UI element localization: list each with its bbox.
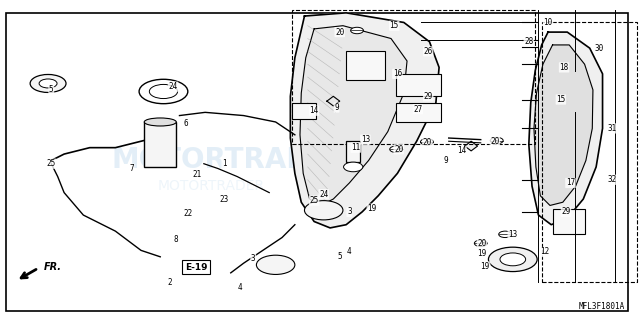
Circle shape	[500, 253, 526, 266]
Text: 29: 29	[424, 92, 433, 101]
Text: 20: 20	[394, 145, 403, 154]
Text: 26: 26	[424, 47, 433, 56]
Text: 13: 13	[361, 135, 370, 144]
Text: 23: 23	[220, 195, 229, 204]
Text: 1: 1	[222, 159, 227, 168]
Bar	[292, 10, 535, 144]
Text: 2: 2	[167, 278, 172, 287]
Text: 25: 25	[47, 159, 56, 168]
Text: 27: 27	[413, 105, 422, 114]
Circle shape	[39, 79, 57, 88]
Text: 10: 10	[544, 18, 553, 27]
Text: 25: 25	[310, 196, 319, 205]
Text: 30: 30	[595, 44, 604, 53]
Text: 15: 15	[556, 95, 565, 104]
Bar	[144, 122, 176, 167]
Text: 22: 22	[183, 209, 192, 218]
Text: 15: 15	[390, 21, 399, 30]
Circle shape	[499, 231, 512, 238]
Text: 4: 4	[238, 283, 243, 292]
Text: 19: 19	[481, 262, 490, 271]
Circle shape	[488, 247, 537, 272]
Text: 20: 20	[423, 138, 432, 147]
Text: 24: 24	[169, 82, 178, 91]
Polygon shape	[290, 13, 439, 228]
Text: 21: 21	[192, 170, 201, 179]
Text: MOTORTRADER: MOTORTRADER	[158, 179, 265, 193]
Polygon shape	[534, 45, 593, 205]
Text: 7: 7	[129, 164, 134, 173]
Circle shape	[304, 201, 343, 220]
Text: 6: 6	[183, 119, 188, 128]
Text: 13: 13	[508, 230, 517, 239]
Text: 28: 28	[524, 37, 533, 46]
Circle shape	[420, 139, 433, 145]
Text: 14: 14	[457, 146, 466, 155]
Circle shape	[256, 255, 295, 274]
Text: 4: 4	[347, 247, 352, 256]
Text: 9: 9	[443, 156, 448, 165]
Bar	[346, 51, 385, 80]
Text: 20: 20	[335, 28, 344, 37]
Text: 19: 19	[367, 204, 376, 213]
Text: 19: 19	[478, 249, 487, 258]
Text: 3: 3	[347, 207, 352, 216]
Text: 29: 29	[562, 207, 570, 216]
Text: 20: 20	[490, 137, 499, 146]
Polygon shape	[327, 96, 340, 106]
Text: 31: 31	[608, 124, 617, 133]
Text: MOTORTRADER: MOTORTRADER	[112, 146, 350, 175]
Text: 20: 20	[478, 239, 487, 248]
Text: 5: 5	[49, 85, 54, 94]
Text: 18: 18	[560, 63, 569, 72]
Circle shape	[344, 162, 363, 172]
Circle shape	[30, 74, 66, 92]
Bar	[292, 103, 316, 119]
Text: 32: 32	[608, 175, 617, 184]
Circle shape	[351, 27, 363, 34]
Polygon shape	[465, 141, 478, 151]
Bar	[346, 141, 360, 162]
Text: 17: 17	[566, 178, 575, 187]
Circle shape	[474, 240, 487, 247]
Bar	[542, 22, 637, 282]
Circle shape	[490, 137, 503, 144]
Text: 12: 12	[540, 247, 549, 256]
Circle shape	[390, 146, 403, 152]
Text: 16: 16	[393, 69, 402, 78]
Text: 8: 8	[174, 235, 179, 244]
Bar	[396, 103, 441, 122]
Bar	[553, 209, 585, 234]
Text: 14: 14	[310, 106, 319, 115]
Polygon shape	[300, 26, 407, 205]
Text: 3: 3	[251, 254, 256, 263]
Text: MFL3F1801A: MFL3F1801A	[579, 302, 625, 311]
Text: 24: 24	[319, 190, 328, 199]
Text: E-19: E-19	[185, 263, 208, 272]
Text: 5: 5	[337, 252, 342, 261]
Bar	[396, 74, 441, 96]
Text: 9: 9	[334, 103, 339, 112]
Text: 11: 11	[351, 143, 360, 152]
Polygon shape	[529, 32, 603, 225]
Ellipse shape	[144, 118, 176, 126]
Text: FR.: FR.	[44, 262, 62, 272]
